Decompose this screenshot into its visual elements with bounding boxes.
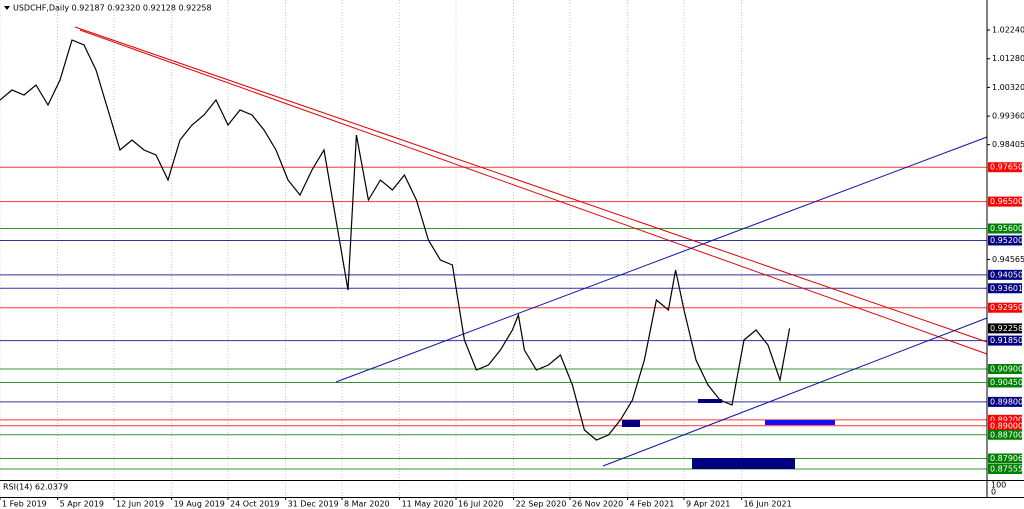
x-tick-label: 16 Jul 2020 bbox=[458, 500, 503, 509]
channel-line bbox=[335, 136, 988, 383]
zone-box bbox=[622, 420, 640, 427]
level-label: 0.94050 bbox=[990, 270, 1023, 279]
level-label: 0.93601 bbox=[990, 284, 1023, 293]
indicator-label: RSI(14) 62.0379 bbox=[3, 483, 68, 492]
indicator-scale: 0 bbox=[991, 488, 996, 497]
level-tag bbox=[988, 463, 1022, 474]
level-label: 0.91850 bbox=[990, 336, 1023, 345]
zone-box bbox=[698, 399, 722, 403]
menu-arrow[interactable] bbox=[4, 6, 10, 10]
zone-box bbox=[765, 420, 835, 425]
y-tick-label: 1.02240 bbox=[992, 26, 1024, 35]
level-tag bbox=[988, 453, 1022, 464]
x-tick-label: 11 May 2020 bbox=[402, 500, 454, 509]
level-label: 0.89800 bbox=[990, 397, 1023, 406]
x-tick-label: 1 Feb 2019 bbox=[2, 500, 47, 509]
level-tag bbox=[988, 364, 1022, 375]
level-tag bbox=[988, 223, 1022, 234]
level-label: 0.88700 bbox=[990, 430, 1023, 439]
level-label: 0.92258 bbox=[990, 324, 1023, 333]
x-tick-label: 26 Nov 2020 bbox=[572, 500, 623, 509]
level-tag bbox=[988, 269, 1022, 280]
grid bbox=[0, 0, 743, 497]
x-tick-label: 4 Feb 2021 bbox=[630, 500, 675, 509]
level-tag bbox=[988, 196, 1022, 207]
level-tag bbox=[988, 429, 1022, 440]
level-tag bbox=[988, 302, 1022, 313]
level-label: 0.95600 bbox=[990, 224, 1023, 233]
channel-line bbox=[602, 317, 988, 467]
header: USDCHF,Daily 0.92187 0.92320 0.92128 0.9… bbox=[13, 4, 212, 13]
y-tick-label: 0.98405 bbox=[992, 140, 1024, 149]
level-tag bbox=[988, 323, 1022, 334]
y-tick-label: 0.99360 bbox=[992, 112, 1024, 121]
level-tag bbox=[988, 414, 1022, 425]
x-tick-label: 16 Jun 2021 bbox=[744, 500, 792, 509]
drawings bbox=[74, 26, 988, 469]
x-tick-label: 22 Sep 2020 bbox=[516, 500, 567, 509]
level-tag bbox=[988, 283, 1022, 294]
zone-box bbox=[692, 458, 795, 469]
x-tick-label: 9 Apr 2021 bbox=[686, 500, 730, 509]
y-tick-label: 0.94565 bbox=[992, 255, 1024, 264]
level-tag bbox=[988, 377, 1022, 388]
x-tick-label: 8 Mar 2020 bbox=[344, 500, 390, 509]
level-label: 0.89200 bbox=[990, 415, 1023, 424]
level-label: 0.97650 bbox=[990, 163, 1023, 172]
level-label: 0.87555 bbox=[990, 464, 1023, 473]
level-label: 0.87906 bbox=[990, 454, 1023, 463]
level-tag bbox=[988, 396, 1022, 407]
level-tag bbox=[988, 335, 1022, 346]
level-tag bbox=[988, 235, 1022, 246]
level-label: 0.89000 bbox=[990, 421, 1023, 430]
indicator-scale: 100 bbox=[991, 481, 1006, 490]
y-tick-label: 1.01280 bbox=[992, 54, 1024, 63]
x-tick-label: 31 Dec 2019 bbox=[288, 500, 339, 509]
series bbox=[0, 39, 791, 441]
trend-line bbox=[79, 29, 988, 355]
axes: 1 Feb 2019 5 Apr 2019 12 Jun 2019 19 Aug 20… bbox=[0, 26, 1024, 509]
y-tick-label: 1.00320 bbox=[992, 83, 1024, 92]
level-label: 0.96500 bbox=[990, 197, 1023, 206]
level-label: 0.90450 bbox=[990, 378, 1023, 387]
level-tag bbox=[988, 420, 1022, 431]
x-tick-label: 24 Oct 2019 bbox=[230, 500, 279, 509]
level-label: 0.90900 bbox=[990, 365, 1023, 374]
x-tick-label: 5 Apr 2019 bbox=[60, 500, 104, 509]
levels bbox=[0, 166, 987, 470]
level-tag bbox=[988, 162, 1022, 173]
level-label: 0.95200 bbox=[990, 236, 1023, 245]
price-line bbox=[0, 39, 791, 441]
x-tick-label: 19 Aug 2019 bbox=[174, 500, 225, 509]
trend-line bbox=[74, 26, 988, 343]
x-tick-label: 12 Jun 2019 bbox=[116, 500, 164, 509]
level-label: 0.92950 bbox=[990, 303, 1023, 312]
